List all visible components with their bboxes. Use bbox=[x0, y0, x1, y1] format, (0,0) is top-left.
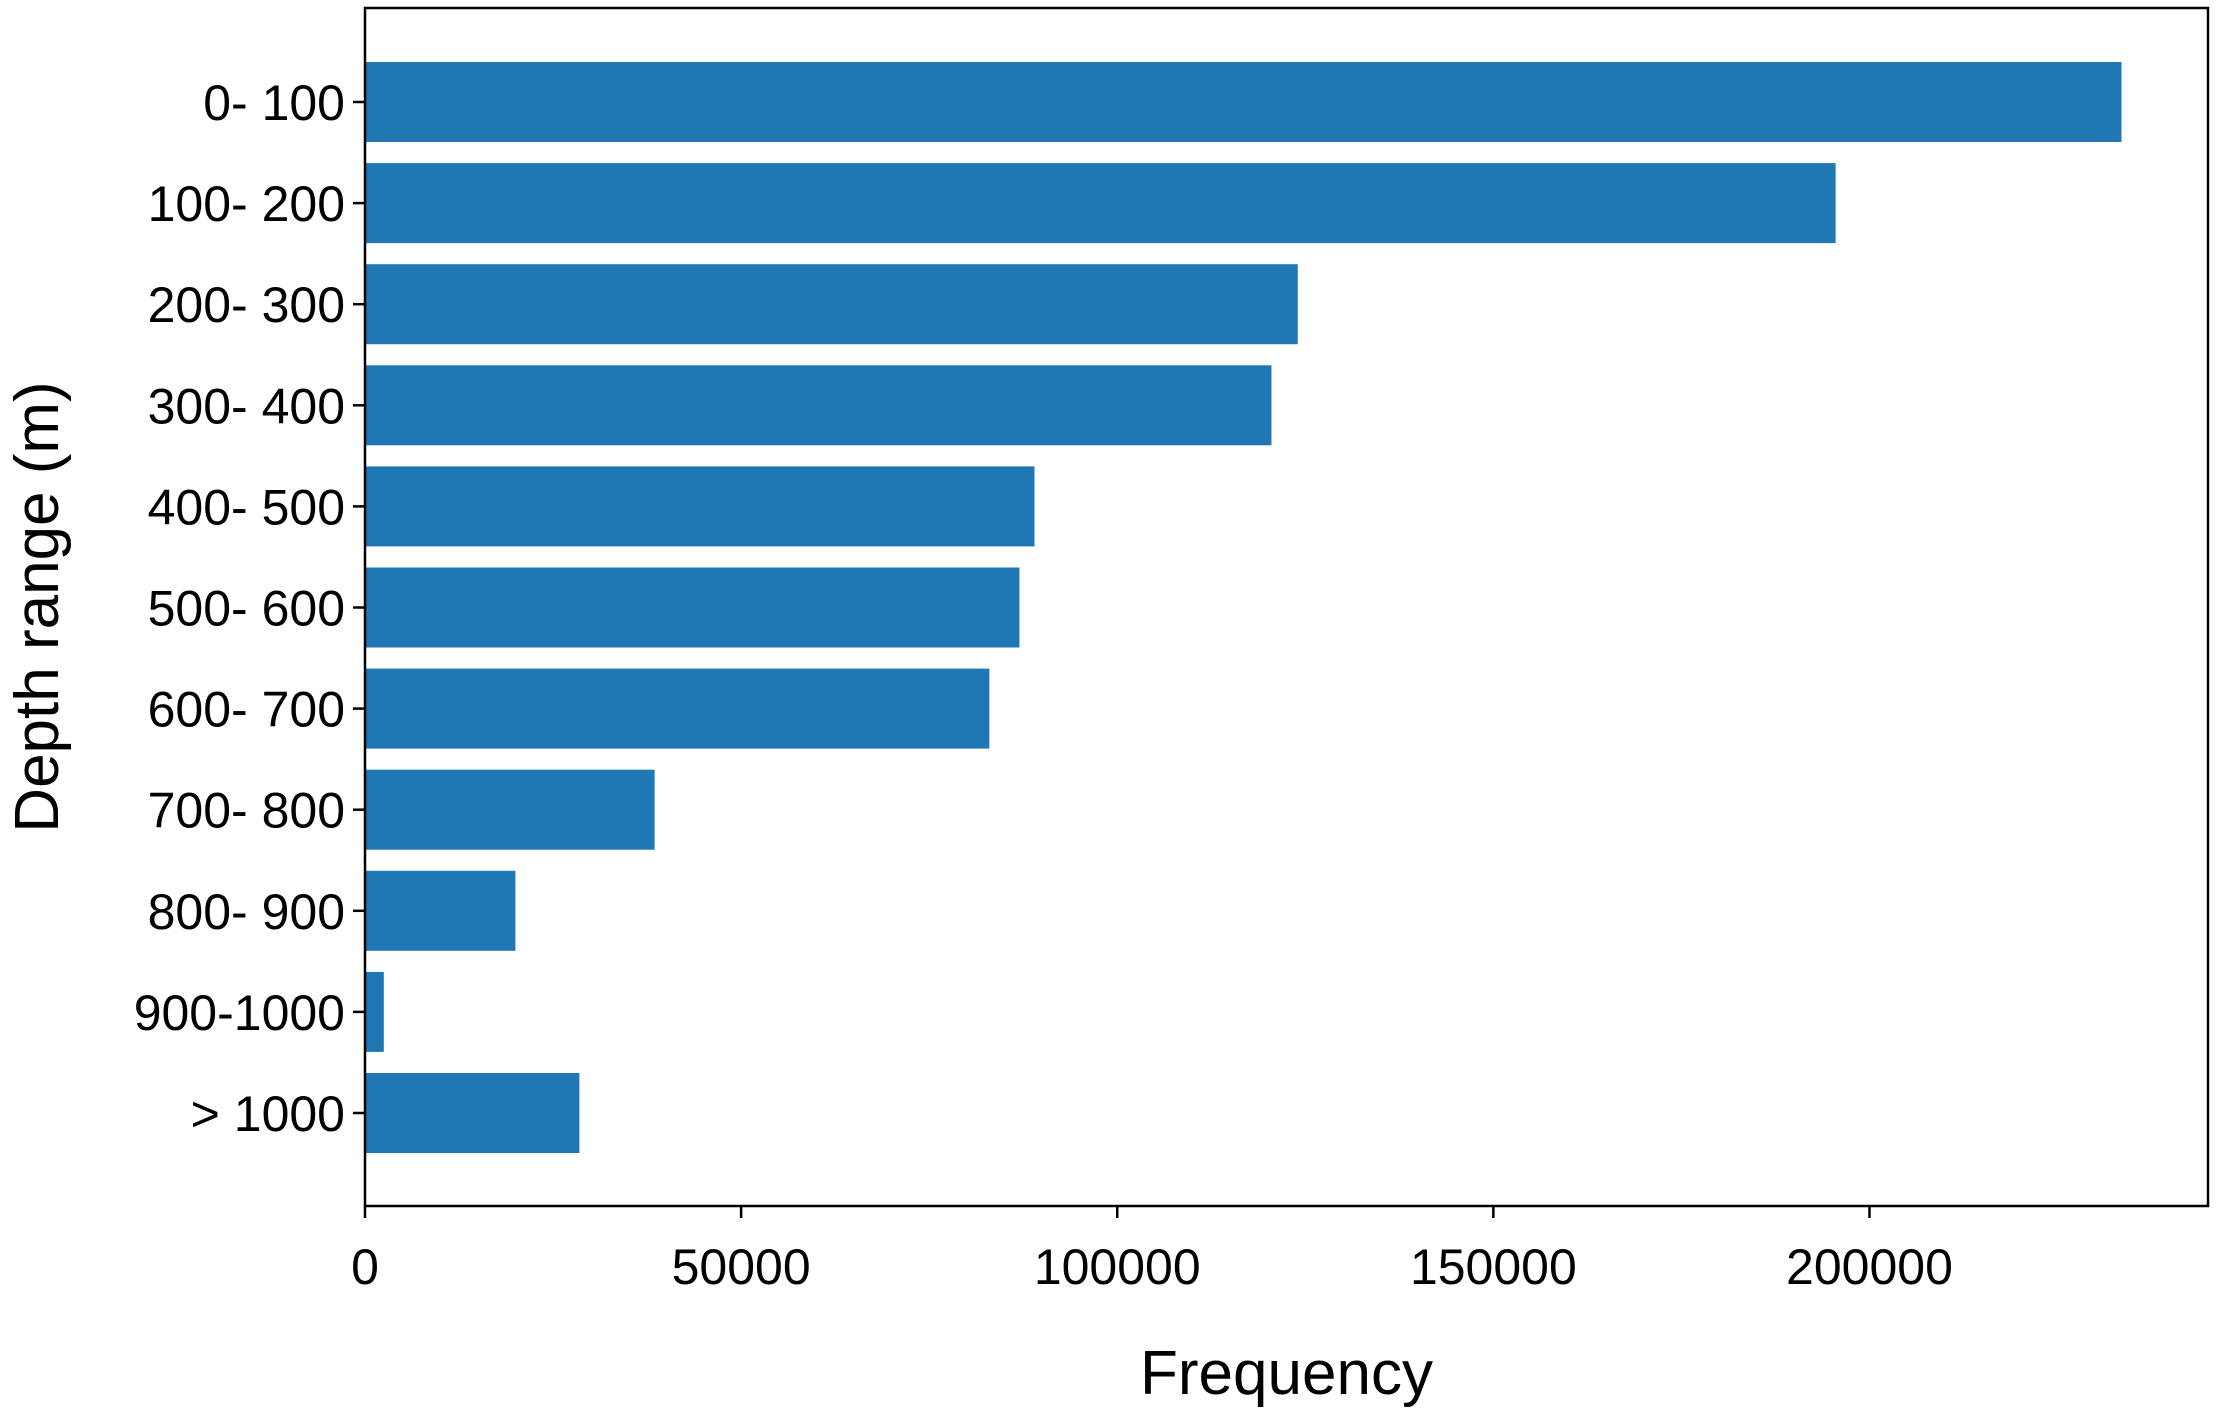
x-tick-label: 0 bbox=[351, 1239, 379, 1295]
y-tick-label: 0- 100 bbox=[203, 75, 345, 131]
x-tick-label: 150000 bbox=[1410, 1239, 1577, 1295]
bar-800-900 bbox=[365, 870, 516, 951]
y-tick-label: 300- 400 bbox=[148, 378, 345, 434]
bar-600-700 bbox=[365, 668, 990, 749]
x-axis-title: Frequency bbox=[1140, 1339, 1433, 1408]
bar-0-100 bbox=[365, 62, 2122, 142]
y-tick-label: 800- 900 bbox=[148, 884, 345, 940]
bar-900-1000 bbox=[365, 971, 384, 1052]
y-tick-label: 700- 800 bbox=[148, 783, 345, 839]
bar-300-400 bbox=[365, 365, 1272, 446]
y-axis-title: Depth range (m) bbox=[3, 381, 72, 832]
y-ticks: 0- 100 100- 200 200- 300 300- 400 400- 500 50… bbox=[134, 75, 365, 1142]
y-tick-label: 400- 500 bbox=[148, 479, 345, 535]
x-tick-label: 200000 bbox=[1786, 1239, 1953, 1295]
bar-400-500 bbox=[365, 466, 1035, 547]
y-tick-label: 200- 300 bbox=[148, 277, 345, 333]
bar-1000 bbox=[365, 1073, 580, 1153]
y-tick-label: > 1000 bbox=[191, 1086, 345, 1142]
bar-100-200 bbox=[365, 163, 1836, 244]
x-ticks: 0 50000 100000 150000 200000 bbox=[351, 1206, 1953, 1295]
y-tick-label: 100- 200 bbox=[148, 176, 345, 232]
x-tick-label: 50000 bbox=[672, 1239, 811, 1295]
y-tick-label: 600- 700 bbox=[148, 682, 345, 738]
bar-700-800 bbox=[365, 769, 655, 850]
y-tick-label: 900-1000 bbox=[134, 985, 345, 1041]
bar-200-300 bbox=[365, 264, 1298, 345]
bar-500-600 bbox=[365, 567, 1020, 648]
y-tick-label: 500- 600 bbox=[148, 581, 345, 637]
bars-group bbox=[365, 62, 2122, 1153]
x-tick-label: 100000 bbox=[1034, 1239, 1201, 1295]
